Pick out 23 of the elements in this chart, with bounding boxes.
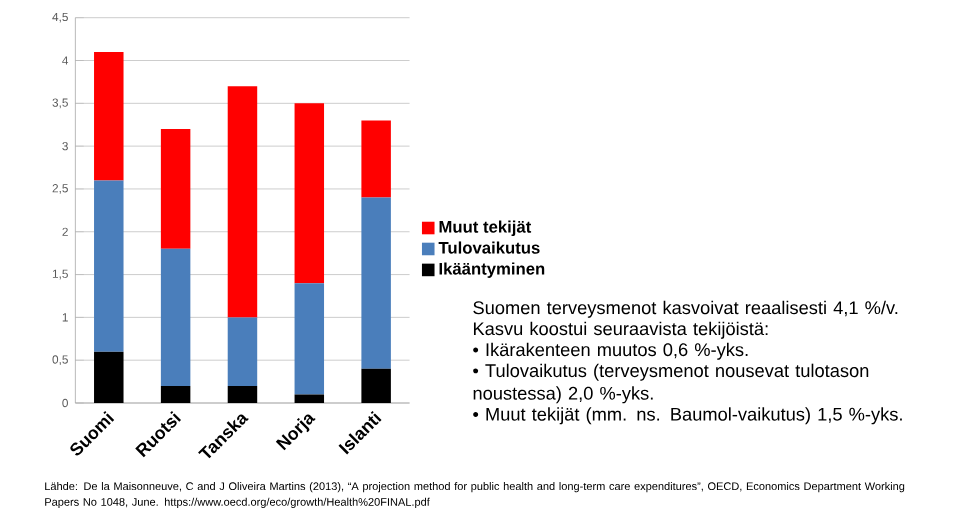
bar — [294, 394, 325, 403]
legend-label: Tulovaikutus — [438, 241, 540, 254]
text: Kasvu koostui seuraavista tekijöistä: — [473, 321, 768, 339]
bar — [361, 368, 391, 403]
bar — [160, 385, 191, 403]
text: • Tulovaikutus (terveysmenot nousevat tulotason noustessa) 2,0 %-yks. — [473, 363, 869, 403]
bar — [94, 351, 124, 403]
text: • Muut tekijät (mm. ns. Baumol-vaikutus) 1,5 %-yks. — [473, 406, 902, 424]
bar — [294, 102, 325, 283]
legend-label: Ikääntyminen — [439, 262, 545, 278]
bar — [94, 180, 124, 352]
bar — [361, 197, 391, 369]
bar — [227, 85, 258, 317]
text: Suomen terveysmenot kasvoivat reaalisesti 4,1 %/v. — [473, 300, 898, 318]
bar — [294, 282, 325, 395]
text: • Ikärakenteen muutos 0,6 %-yks. — [473, 342, 748, 360]
legend-label: Muut tekijät — [439, 220, 532, 236]
bar — [227, 385, 258, 403]
bar — [160, 248, 191, 386]
bar — [94, 51, 124, 181]
bar — [361, 120, 391, 198]
bar — [227, 317, 258, 386]
bar — [160, 128, 191, 249]
